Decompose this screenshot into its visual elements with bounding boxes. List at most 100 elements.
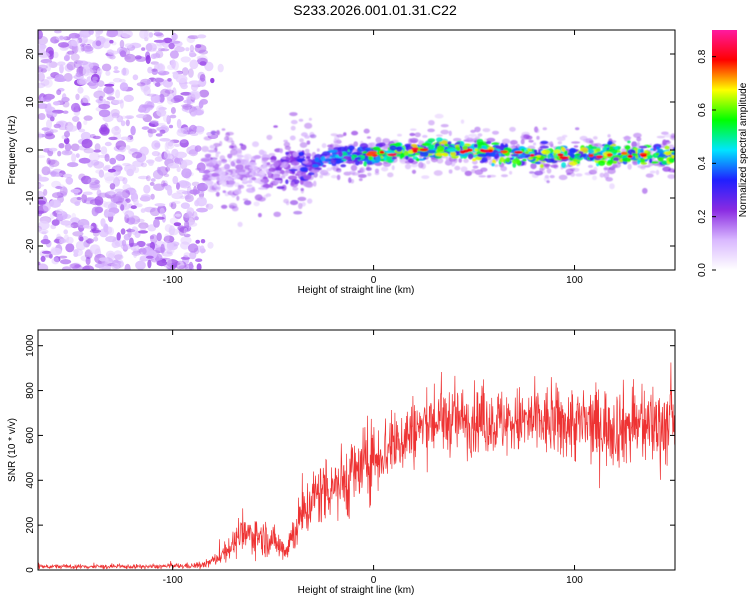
heatmap-signal-halo — [366, 136, 371, 139]
heatmap-signal-halo — [397, 133, 402, 137]
heatmap-signal-blob — [215, 186, 220, 190]
heatmap-noise-blob — [136, 218, 145, 223]
heatmap-signal-blob — [491, 162, 495, 167]
heatmap-noise-blob — [154, 82, 161, 87]
heatmap-noise-blob — [89, 152, 100, 162]
heatmap-signal-halo — [411, 139, 417, 144]
heatmap-noise-blob — [138, 230, 148, 234]
heatmap-signal-blob — [467, 153, 474, 160]
heatmap-signal-halo — [229, 205, 235, 209]
heatmap-signal-halo — [436, 158, 444, 164]
heatmap-noise-blob — [199, 74, 206, 82]
heatmap-signal-blob — [568, 161, 578, 166]
heatmap-signal-halo — [301, 202, 306, 207]
heatmap-noise-blob — [85, 69, 97, 74]
heatmap-noise-blob — [149, 181, 155, 186]
heatmap-signal-peak — [514, 150, 523, 154]
heatmap-noise-blob — [88, 30, 94, 35]
heatmap-noise-blob — [103, 172, 115, 182]
heatmap-signal-blob — [281, 156, 287, 160]
heatmap-signal-halo — [592, 136, 598, 140]
heatmap-noise-blob — [154, 77, 164, 83]
heatmap-signal-halo — [662, 140, 671, 145]
heatmap-signal-halo — [645, 173, 654, 178]
heatmap-noise-blob — [93, 236, 99, 242]
heatmap-noise-blob — [83, 115, 93, 121]
heatmap-noise-blob — [125, 198, 131, 204]
heatmap-noise-blob — [131, 250, 141, 256]
heatmap-signal-halo — [224, 136, 230, 142]
heatmap-noise-blob — [172, 87, 177, 97]
heatmap-signal-peak — [640, 154, 647, 158]
heatmap-noise-blob — [164, 89, 174, 94]
heatmap-signal-halo — [460, 119, 465, 124]
heatmap-signal-blob — [288, 168, 298, 172]
heatmap-noise-blob — [195, 167, 201, 171]
heatmap-signal-halo — [535, 128, 540, 134]
heatmap-signal-peak — [557, 153, 564, 157]
heatmap-noise-blob — [156, 108, 167, 117]
heatmap-signal-halo — [298, 202, 303, 210]
heatmap-signal-halo — [440, 124, 449, 128]
heatmap-noise-blob — [70, 53, 80, 61]
heatmap-noise-blob — [130, 125, 136, 136]
heatmap-signal-halo — [477, 133, 483, 137]
heatmap-noise-blob — [53, 123, 61, 129]
heatmap-signal-halo — [292, 186, 299, 191]
heatmap-noise-blob — [125, 145, 131, 150]
heatmap-signal-halo — [474, 126, 481, 133]
x-tick-label: 0 — [371, 275, 377, 286]
heatmap-noise-blob — [150, 193, 155, 200]
heatmap-noise-blob — [167, 162, 180, 169]
heatmap-signal-blob — [267, 170, 272, 177]
heatmap-noise-blob — [114, 176, 119, 186]
heatmap-noise-blob — [38, 82, 46, 89]
heatmap-signal-blob — [396, 154, 401, 157]
heatmap-noise-blob — [64, 131, 70, 138]
heatmap-noise-blob — [59, 186, 68, 196]
heatmap-signal-halo — [510, 140, 516, 146]
heatmap-signal-blob — [481, 157, 488, 163]
heatmap-noise-blob — [217, 63, 224, 73]
heatmap-signal-halo — [433, 170, 443, 176]
heatmap-signal-halo — [320, 169, 325, 175]
heatmap-signal-peak — [387, 153, 397, 157]
colorbar-tick-label: 0.6 — [697, 103, 708, 117]
heatmap-noise-blob — [132, 74, 139, 81]
heatmap-signal-halo — [549, 175, 555, 179]
heatmap-signal-blob — [236, 159, 241, 164]
heatmap-noise-blob — [138, 222, 149, 229]
heatmap-signal-halo — [234, 182, 240, 187]
heatmap-noise-blob — [49, 199, 61, 208]
heatmap-noise-blob — [155, 33, 165, 38]
heatmap-noise-blob — [151, 68, 158, 72]
heatmap-noise-blob — [61, 150, 73, 156]
heatmap-noise-blob — [190, 83, 199, 92]
heatmap-noise-blob — [54, 256, 59, 261]
heatmap-signal-blob — [248, 165, 258, 170]
heatmap-noise-blob — [50, 116, 55, 122]
heatmap-noise-blob — [189, 189, 200, 195]
heatmap-noise-blob — [163, 153, 175, 161]
heatmap-signal-halo — [289, 135, 296, 141]
heatmap-noise-blob — [106, 30, 119, 38]
heatmap-noise-blob — [71, 37, 79, 47]
heatmap-signal-blob — [338, 151, 343, 158]
heatmap-noise-blob — [114, 125, 120, 131]
heatmap-noise-blob — [132, 248, 138, 258]
heatmap-noise-blob — [43, 188, 48, 196]
heatmap-signal-halo — [642, 187, 648, 194]
x-tick-label: -100 — [163, 575, 183, 586]
heatmap-signal-blob — [640, 148, 644, 153]
heatmap-signal-blob — [253, 155, 260, 160]
heatmap-noise-blob — [55, 208, 64, 215]
heatmap-signal-blob — [285, 151, 290, 155]
heatmap-signal-halo — [460, 166, 468, 173]
heatmap-signal-peak — [607, 153, 612, 157]
heatmap-noise-blob — [128, 237, 134, 248]
heatmap-signal-halo — [363, 128, 370, 134]
heatmap-noise-blob — [47, 159, 56, 165]
heatmap-noise-blob — [147, 128, 157, 134]
heatmap-signal-blob — [246, 184, 253, 188]
heatmap-signal-blob — [447, 141, 452, 145]
